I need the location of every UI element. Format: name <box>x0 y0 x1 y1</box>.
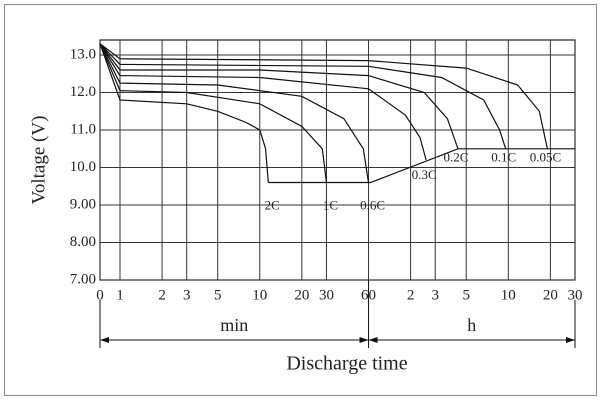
y-tick-label: 10.0 <box>70 159 96 175</box>
x-tick-label: 2 <box>407 287 415 303</box>
y-axis-label: Voltage (V) <box>28 116 49 205</box>
x-tick-label: 5 <box>214 287 222 303</box>
curve-label: 0.1C <box>491 150 516 165</box>
curve-label: 0.2C <box>444 150 469 165</box>
discharge-curve <box>99 43 427 161</box>
end-voltage-line <box>268 148 575 184</box>
discharge-curve <box>99 43 370 183</box>
y-tick-label: 7.00 <box>70 271 96 287</box>
x-axis-label: Discharge time <box>286 353 407 375</box>
x-tick-label: 20 <box>543 287 558 303</box>
unit-label: h <box>467 315 476 335</box>
discharge-curve <box>99 43 548 149</box>
unit-label: min <box>220 315 248 335</box>
x-tick-label: 10 <box>252 287 267 303</box>
curve-label: 0.05C <box>530 150 561 165</box>
discharge-curve <box>99 43 328 183</box>
x-tick-label: 3 <box>431 287 439 303</box>
y-tick-label: 13.0 <box>70 46 96 62</box>
y-tick-label: 12.0 <box>70 84 96 100</box>
curve-label: 2C <box>265 197 280 212</box>
x-tick-label: 3 <box>183 287 191 303</box>
frame <box>4 4 597 396</box>
discharge-curve <box>99 43 269 183</box>
curve-label: 1C <box>323 197 338 212</box>
x-tick-label: 30 <box>319 287 334 303</box>
arrowhead <box>368 337 378 343</box>
curve-label: 0.6C <box>360 197 385 212</box>
arrowhead <box>566 337 575 343</box>
x-tick-label: 2 <box>158 287 166 303</box>
curve-label: 0.3C <box>412 167 437 182</box>
x-tick-label: 1 <box>116 287 124 303</box>
x-tick-label: 5 <box>462 287 470 303</box>
discharge-curve <box>99 43 459 149</box>
x-tick-label: 10 <box>501 287 516 303</box>
y-tick-label: 8.00 <box>70 234 96 250</box>
x-tick-label: 0 <box>96 287 104 303</box>
arrowhead <box>100 337 109 343</box>
x-tick-label: 30 <box>568 287 583 303</box>
x-tick-label: 20 <box>294 287 309 303</box>
y-tick-label: 11.0 <box>70 121 96 137</box>
arrowhead <box>359 337 369 343</box>
discharge-curve <box>99 43 507 149</box>
y-tick-label: 9.00 <box>70 196 96 212</box>
